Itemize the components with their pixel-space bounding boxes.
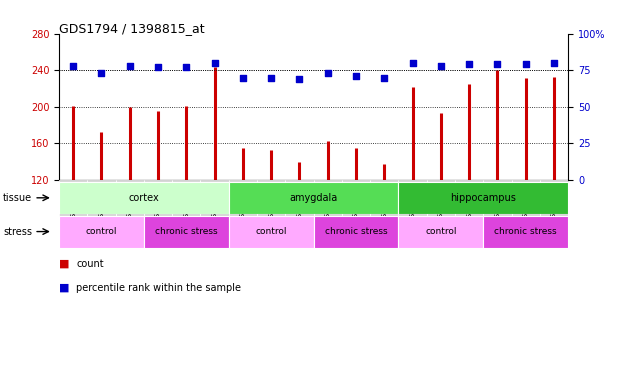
Point — [407, 60, 417, 66]
Bar — [455, 180, 483, 236]
Text: GSM53302: GSM53302 — [494, 183, 501, 222]
Text: amygdala: amygdala — [289, 193, 338, 203]
Text: hippocampus: hippocampus — [450, 193, 516, 203]
Text: GSM53312: GSM53312 — [183, 183, 189, 222]
Bar — [285, 180, 314, 236]
Text: chronic stress: chronic stress — [155, 227, 217, 236]
Text: GSM53309: GSM53309 — [438, 183, 444, 222]
Bar — [144, 216, 229, 248]
Bar — [257, 180, 285, 236]
Text: GSM53307: GSM53307 — [296, 183, 302, 222]
Point — [465, 62, 474, 68]
Point — [210, 60, 220, 66]
Bar — [370, 180, 399, 236]
Bar — [88, 180, 116, 236]
Text: GSM53305: GSM53305 — [240, 183, 246, 222]
Text: GSM53303: GSM53303 — [523, 183, 528, 222]
Bar — [229, 216, 314, 248]
Point — [96, 70, 106, 76]
Text: chronic stress: chronic stress — [325, 227, 388, 236]
Bar — [229, 180, 257, 236]
Text: GDS1794 / 1398815_at: GDS1794 / 1398815_at — [59, 22, 205, 36]
Text: GSM53301: GSM53301 — [381, 183, 388, 222]
Text: GSM53315: GSM53315 — [99, 183, 104, 222]
Text: count: count — [76, 259, 104, 269]
Point — [153, 64, 163, 70]
Point — [68, 63, 78, 69]
Text: GSM53311: GSM53311 — [155, 183, 161, 222]
Text: control: control — [255, 227, 287, 236]
Bar — [399, 180, 427, 236]
Bar — [229, 182, 399, 214]
Bar — [483, 216, 568, 248]
Text: ■: ■ — [59, 259, 70, 269]
Point — [323, 70, 333, 76]
Text: cortex: cortex — [129, 193, 159, 203]
Bar — [314, 180, 342, 236]
Point — [181, 64, 191, 70]
Text: GSM53316: GSM53316 — [127, 183, 133, 222]
Text: GSM53300: GSM53300 — [353, 183, 359, 222]
Bar — [483, 180, 512, 236]
Bar — [59, 216, 144, 248]
Point — [351, 73, 361, 79]
Text: control: control — [86, 227, 117, 236]
Text: GSM53313: GSM53313 — [212, 183, 217, 222]
Text: ■: ■ — [59, 283, 70, 293]
Point — [294, 76, 304, 82]
Text: GSM53308: GSM53308 — [410, 183, 415, 222]
Text: control: control — [425, 227, 456, 236]
Bar — [540, 180, 568, 236]
Bar — [144, 180, 172, 236]
Bar — [342, 180, 370, 236]
Bar — [116, 180, 144, 236]
Text: GSM53306: GSM53306 — [268, 183, 274, 222]
Text: chronic stress: chronic stress — [494, 227, 557, 236]
Text: GSM53299: GSM53299 — [325, 183, 331, 222]
Bar — [399, 182, 568, 214]
Text: GSM53304: GSM53304 — [551, 183, 557, 222]
Text: stress: stress — [3, 226, 32, 237]
Text: percentile rank within the sample: percentile rank within the sample — [76, 283, 242, 293]
Point — [238, 75, 248, 81]
Point — [379, 75, 389, 81]
Point — [436, 63, 446, 69]
Bar — [172, 180, 201, 236]
Text: GSM53310: GSM53310 — [466, 183, 472, 222]
Bar — [427, 180, 455, 236]
Point — [266, 75, 276, 81]
Bar — [399, 216, 483, 248]
Text: tissue: tissue — [3, 193, 32, 203]
Bar — [512, 180, 540, 236]
Point — [125, 63, 135, 69]
Bar — [201, 180, 229, 236]
Point — [492, 62, 502, 68]
Point — [521, 62, 531, 68]
Bar — [314, 216, 399, 248]
Text: GSM53314: GSM53314 — [70, 183, 76, 222]
Point — [549, 60, 559, 66]
Bar — [59, 182, 229, 214]
Bar — [59, 180, 88, 236]
